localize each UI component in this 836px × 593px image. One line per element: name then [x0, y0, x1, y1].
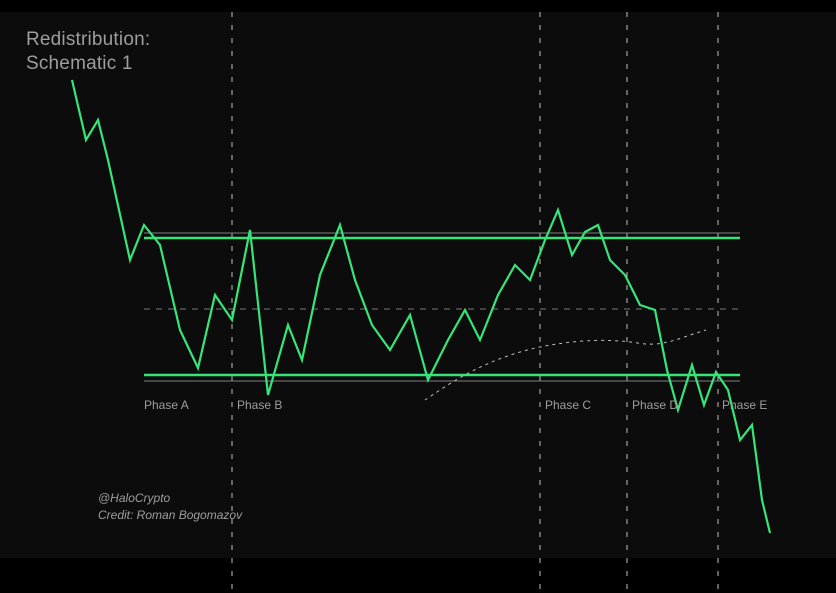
credit-line2: Credit: Roman Bogomazov	[98, 508, 242, 522]
phase-label: Phase B	[237, 398, 282, 412]
phase-label: Phase D	[632, 398, 678, 412]
phase-label: Phase A	[144, 398, 189, 412]
phase-label: Phase E	[722, 398, 767, 412]
phase-label: Phase C	[545, 398, 591, 412]
title-line1: Redistribution:	[26, 29, 150, 50]
moving-average-curve	[425, 330, 706, 400]
chart-credit: @HaloCrypto Credit: Roman Bogomazov	[98, 490, 242, 524]
chart-canvas: Redistribution: Schematic 1 @HaloCrypto …	[0, 0, 836, 593]
title-line2: Schematic 1	[26, 53, 133, 74]
credit-line1: @HaloCrypto	[98, 491, 170, 505]
price-line	[72, 80, 770, 533]
chart-title: Redistribution: Schematic 1	[26, 28, 150, 76]
